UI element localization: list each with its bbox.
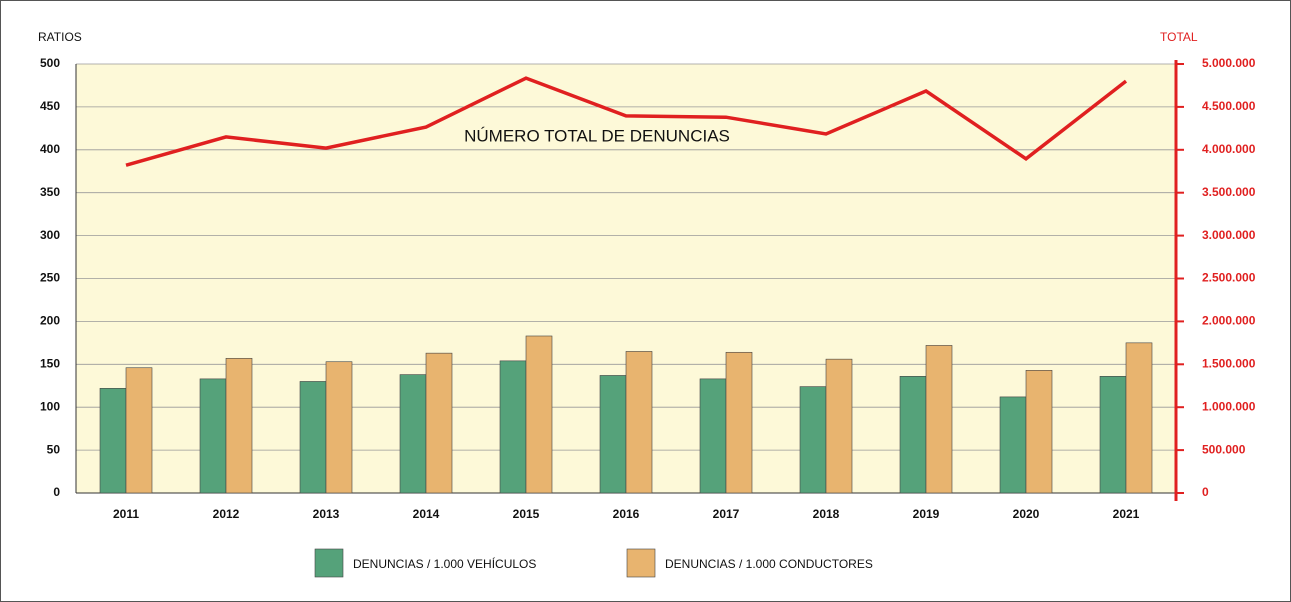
bar <box>325 361 353 494</box>
bar <box>425 352 453 494</box>
legend-label: DENUNCIAS / 1.000 CONDUCTORES <box>665 557 873 571</box>
bar <box>899 376 927 494</box>
x-tick-label: 2011 <box>113 507 139 521</box>
y2-tick-label: 3.000.000 <box>1202 228 1256 242</box>
x-tick-label: 2019 <box>913 507 940 521</box>
bar <box>1025 370 1053 494</box>
y-tick-label: 0 <box>53 485 60 499</box>
bar <box>525 335 553 494</box>
y2-tick-label: 4.000.000 <box>1202 142 1256 156</box>
x-tick-label: 2012 <box>213 507 240 521</box>
y2-tick-label: 2.500.000 <box>1202 271 1256 285</box>
bar <box>125 367 153 494</box>
y2-tick-label: 4.500.000 <box>1202 99 1256 113</box>
y2-tick-label: 1.500.000 <box>1202 356 1256 370</box>
bar <box>399 374 427 494</box>
bar <box>925 345 953 494</box>
bar <box>499 360 527 494</box>
x-tick-label: 2015 <box>513 507 540 521</box>
y2-tick-label: 3.500.000 <box>1202 185 1256 199</box>
x-tick-label: 2017 <box>713 507 740 521</box>
x-tick-label: 2018 <box>813 507 840 521</box>
bar <box>625 351 653 494</box>
total-line <box>125 76 1128 167</box>
y-tick-label: 450 <box>40 99 60 113</box>
y-tick-label: 400 <box>40 142 60 156</box>
bar <box>825 358 853 494</box>
y2-axis-label: TOTAL <box>1160 30 1198 44</box>
legend-label: DENUNCIAS / 1.000 VEHÍCULOS <box>353 556 536 571</box>
y-tick-label: 500 <box>40 56 60 70</box>
x-tick-label: 2013 <box>313 507 340 521</box>
y-tick-label: 200 <box>40 314 60 328</box>
y-tick-label: 350 <box>40 185 60 199</box>
annotation: NÚMERO TOTAL DE DENUNCIAS <box>464 126 730 145</box>
y-tick-label: 300 <box>40 228 60 242</box>
bar <box>999 396 1027 494</box>
y2-tick-label: 1.000.000 <box>1202 399 1256 413</box>
bar <box>1125 342 1153 494</box>
x-tick-label: 2016 <box>613 507 640 521</box>
y2-tick-label: 500.000 <box>1202 442 1246 456</box>
bar <box>225 357 253 494</box>
bar <box>599 375 627 494</box>
bar <box>799 386 827 494</box>
bar <box>725 351 753 494</box>
y-tick-label: 50 <box>47 442 61 456</box>
y2-tick-label: 5.000.000 <box>1202 56 1256 70</box>
bar <box>99 388 127 494</box>
y-tick-label: 150 <box>40 356 60 370</box>
y-tick-label: 250 <box>40 271 60 285</box>
bar <box>299 381 327 494</box>
bar <box>1099 376 1127 494</box>
x-tick-label: 2014 <box>413 507 440 521</box>
bar <box>199 378 227 494</box>
y2-tick-label: 2.000.000 <box>1202 314 1256 328</box>
y-axis-label: RATIOS <box>38 30 82 44</box>
x-tick-label: 2020 <box>1013 507 1040 521</box>
bar <box>699 378 727 494</box>
y-tick-label: 100 <box>40 399 60 413</box>
x-tick-label: 2021 <box>1113 507 1140 521</box>
legend-swatch <box>314 548 344 578</box>
y2-tick-label: 0 <box>1202 485 1209 499</box>
legend-swatch <box>626 548 656 578</box>
